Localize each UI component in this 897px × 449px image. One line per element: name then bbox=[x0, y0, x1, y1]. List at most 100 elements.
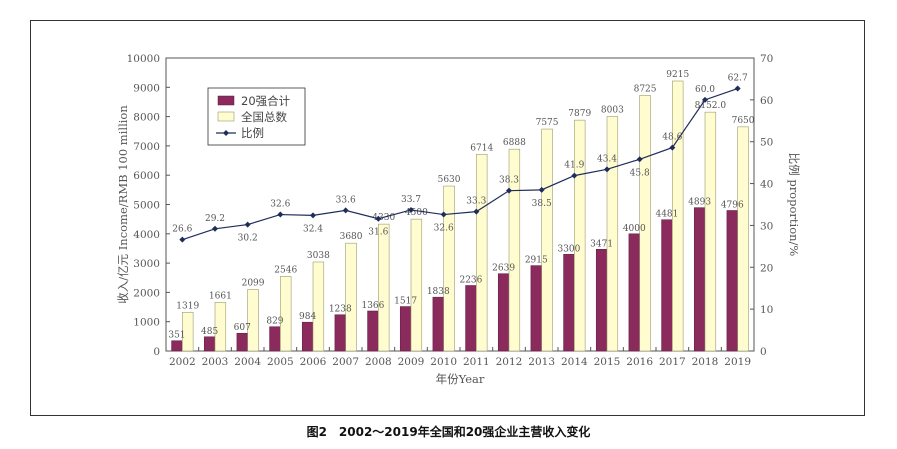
y2-tick-label: 50 bbox=[760, 137, 773, 149]
line-point bbox=[473, 208, 480, 215]
line-point-label: 26.6 bbox=[172, 225, 192, 235]
bar-top20-label: 2915 bbox=[525, 256, 548, 266]
bar-top20-label: 4000 bbox=[623, 224, 646, 234]
bar-total-label: 1661 bbox=[209, 291, 232, 301]
line-point bbox=[277, 211, 284, 218]
bar-top20 bbox=[497, 273, 510, 352]
line-point bbox=[179, 236, 186, 243]
line-point bbox=[244, 221, 251, 228]
x-tick-label: 2008 bbox=[365, 356, 392, 368]
line-point-label: 32.6 bbox=[270, 200, 290, 210]
x-tick-label: 2010 bbox=[430, 356, 457, 368]
y-tick-label: 2000 bbox=[133, 287, 160, 299]
bar-top20-label: 607 bbox=[234, 323, 251, 333]
bar-top20 bbox=[628, 233, 640, 352]
x-tick-label: 2014 bbox=[561, 356, 588, 368]
line-point bbox=[636, 156, 643, 163]
x-tick-label: 2012 bbox=[496, 356, 523, 368]
bar-total-label: 2546 bbox=[274, 265, 297, 275]
bar-top20 bbox=[203, 336, 216, 352]
bar-total bbox=[704, 111, 717, 352]
x-tick-label: 2018 bbox=[692, 356, 719, 368]
line-point-label: 33.6 bbox=[336, 195, 356, 205]
line-point-label: 41.9 bbox=[564, 161, 584, 171]
bar-top20 bbox=[726, 210, 738, 352]
bar-top20 bbox=[399, 306, 412, 352]
line-point-label: 32.4 bbox=[303, 224, 323, 234]
line-point-label: 62.7 bbox=[728, 74, 748, 84]
bar-top20-label: 1838 bbox=[427, 287, 450, 297]
bar-total-label: 8725 bbox=[634, 84, 657, 94]
bar-total-label: 5630 bbox=[438, 175, 461, 185]
line-point bbox=[538, 186, 545, 193]
bar-total bbox=[247, 289, 259, 352]
bar-top20-label: 1517 bbox=[394, 297, 417, 307]
line-point bbox=[604, 166, 610, 173]
bar-total bbox=[508, 148, 521, 352]
x-tick-label: 2007 bbox=[332, 356, 359, 368]
bar-top20 bbox=[465, 285, 477, 352]
y-axis-title: 收入/亿元 Income/RMB 100 million bbox=[116, 105, 130, 304]
legend-label-top20: 20强合计 bbox=[241, 94, 291, 108]
bar-total-label: 6714 bbox=[470, 143, 493, 153]
line-point bbox=[734, 85, 741, 92]
legend-label-ratio: 比例 bbox=[241, 126, 264, 140]
y2-tick-label: 0 bbox=[760, 346, 767, 358]
figure-caption: 图2 2002～2019年全国和20强企业主营收入变化 bbox=[306, 425, 591, 439]
bar-total bbox=[541, 128, 553, 352]
bar-top20-label: 1366 bbox=[361, 301, 384, 311]
bar-total-label: 9215 bbox=[666, 70, 689, 80]
bar-total-label: 4500 bbox=[405, 208, 428, 218]
line-point bbox=[212, 225, 218, 232]
y-tick-label: 6000 bbox=[133, 170, 160, 182]
bar-top20 bbox=[432, 296, 444, 352]
x-tick-label: 2017 bbox=[659, 356, 686, 368]
line-point-label: 33.7 bbox=[401, 195, 421, 205]
y-tick-label: 0 bbox=[153, 346, 160, 358]
bar-total bbox=[574, 119, 586, 352]
line-point bbox=[342, 207, 349, 214]
bar-top20 bbox=[367, 310, 379, 352]
y2-tick-label: 60 bbox=[760, 95, 773, 107]
bar-total-label: 7650 bbox=[732, 116, 755, 126]
bar-top20-label: 2236 bbox=[459, 275, 482, 285]
x-tick-label: 2006 bbox=[300, 356, 327, 368]
bar-top20-label: 3471 bbox=[590, 239, 613, 249]
bar-top20 bbox=[693, 207, 706, 352]
bar-top20-label: 351 bbox=[168, 331, 185, 341]
line-point-label: 30.2 bbox=[238, 234, 258, 244]
x-tick-label: 2016 bbox=[626, 356, 653, 368]
bar-top20-label: 485 bbox=[201, 327, 218, 337]
bar-total bbox=[443, 185, 455, 352]
y-tick-label: 7000 bbox=[133, 141, 160, 153]
bar-total-label: 8152.0 bbox=[695, 101, 727, 111]
bar-top20-label: 4481 bbox=[655, 210, 678, 220]
bar-top20-label: 4796 bbox=[721, 200, 744, 210]
bar-total bbox=[410, 218, 423, 352]
bar-top20-label: 3300 bbox=[557, 244, 580, 254]
y2-tick-label: 30 bbox=[760, 220, 773, 232]
bar-total bbox=[378, 223, 390, 352]
bar-total-label: 8003 bbox=[601, 106, 624, 116]
bar-total bbox=[606, 116, 619, 352]
bar-total-label: 3680 bbox=[340, 232, 363, 242]
line-point-label: 31.6 bbox=[368, 228, 388, 238]
line-point-label: 43.4 bbox=[597, 154, 617, 164]
bar-top20 bbox=[301, 321, 314, 352]
line-point-label: 32.6 bbox=[434, 224, 454, 234]
chart: 0100020003000400050006000700080009000100… bbox=[116, 53, 801, 386]
y2-tick-label: 40 bbox=[760, 179, 773, 191]
bar-top20 bbox=[563, 254, 575, 352]
line-point bbox=[669, 144, 676, 151]
y2-tick-label: 70 bbox=[760, 53, 773, 65]
bar-top20 bbox=[530, 265, 542, 352]
line-point bbox=[506, 187, 512, 194]
line-point bbox=[571, 172, 578, 179]
line-point-label: 29.2 bbox=[205, 214, 225, 224]
x-tick-label: 2009 bbox=[398, 356, 425, 368]
y-tick-label: 1000 bbox=[133, 317, 160, 329]
bar-top20 bbox=[236, 332, 248, 352]
y-tick-label: 10000 bbox=[127, 53, 160, 65]
x-tick-label: 2015 bbox=[594, 356, 621, 368]
line-point bbox=[440, 211, 447, 218]
